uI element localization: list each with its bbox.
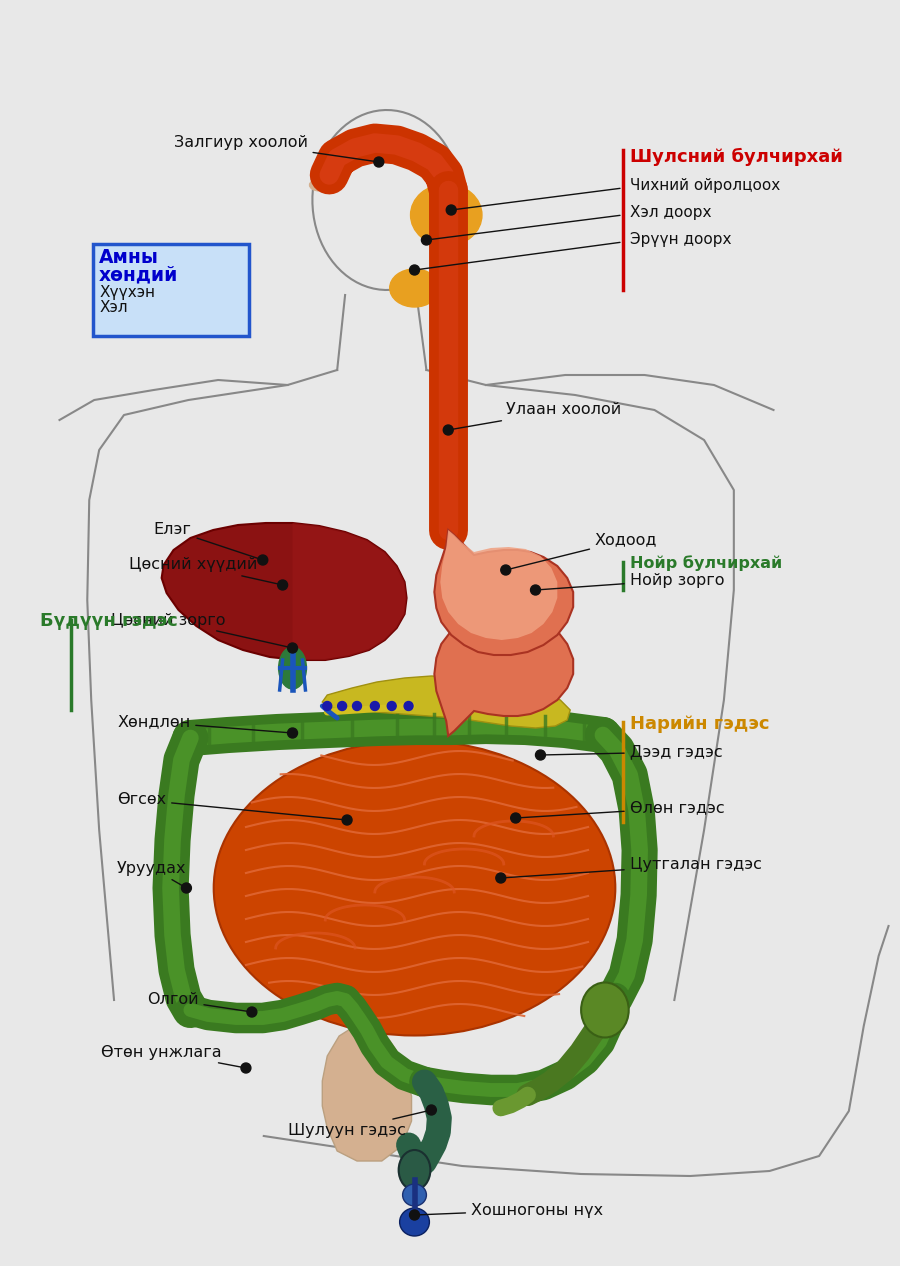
- Circle shape: [536, 749, 545, 760]
- Text: хөндий: хөндий: [99, 265, 178, 284]
- Text: Хошногоны нүх: Хошногоны нүх: [418, 1203, 603, 1218]
- Circle shape: [278, 580, 288, 590]
- Ellipse shape: [213, 741, 616, 1036]
- Text: Хүүхэн: Хүүхэн: [99, 285, 155, 300]
- Text: Өгсөх: Өгсөх: [117, 793, 345, 819]
- Ellipse shape: [581, 982, 629, 1038]
- Text: Хэл доорх: Хэл доорх: [630, 205, 711, 220]
- FancyBboxPatch shape: [94, 244, 249, 335]
- Text: Елэг: Елэг: [154, 523, 260, 560]
- Text: Өтөн унжлага: Өтөн унжлага: [101, 1044, 243, 1067]
- Circle shape: [257, 555, 268, 565]
- Circle shape: [342, 815, 352, 825]
- Circle shape: [323, 701, 332, 710]
- Circle shape: [421, 235, 431, 246]
- Circle shape: [427, 1105, 436, 1115]
- Circle shape: [410, 1210, 419, 1220]
- Text: Хөндлөн: Хөндлөн: [117, 714, 290, 733]
- Ellipse shape: [400, 1208, 429, 1236]
- Text: Уруудах: Уруудах: [117, 861, 186, 886]
- Text: Нойр булчирхай: Нойр булчирхай: [630, 555, 782, 571]
- Polygon shape: [322, 1025, 411, 1161]
- Text: Эрүүн доорх: Эрүүн доорх: [630, 232, 731, 247]
- Ellipse shape: [390, 268, 439, 306]
- Polygon shape: [322, 676, 571, 728]
- Circle shape: [288, 643, 298, 653]
- Polygon shape: [435, 611, 573, 736]
- Ellipse shape: [410, 184, 482, 246]
- Polygon shape: [292, 523, 407, 660]
- Circle shape: [288, 728, 298, 738]
- Text: Олгой: Олгой: [147, 993, 249, 1012]
- Circle shape: [374, 157, 383, 167]
- Circle shape: [496, 874, 506, 882]
- Circle shape: [446, 205, 456, 215]
- Text: Ходоод: Ходоод: [508, 533, 658, 570]
- Ellipse shape: [399, 1150, 430, 1190]
- Polygon shape: [435, 530, 573, 655]
- Ellipse shape: [310, 179, 329, 191]
- Polygon shape: [392, 874, 418, 956]
- Text: Нойр зорго: Нойр зорго: [538, 572, 724, 590]
- Text: Дээд гэдэс: Дээд гэдэс: [544, 744, 723, 760]
- Text: Чихний ойролцоох: Чихний ойролцоох: [630, 179, 780, 192]
- Circle shape: [371, 701, 379, 710]
- Text: Амны: Амны: [99, 248, 159, 267]
- Circle shape: [510, 813, 520, 823]
- Ellipse shape: [402, 1184, 427, 1206]
- Text: Нарийн гэдэс: Нарийн гэдэс: [630, 715, 770, 733]
- Text: Цөсний хүүдий: Цөсний хүүдий: [129, 557, 280, 585]
- Circle shape: [500, 565, 510, 575]
- Polygon shape: [440, 530, 557, 641]
- Circle shape: [444, 425, 454, 436]
- Circle shape: [338, 701, 346, 710]
- Text: Өлөн гэдэс: Өлөн гэдэс: [518, 800, 724, 818]
- Text: Хэл: Хэл: [99, 300, 128, 315]
- Text: Шулсний булчирхай: Шулсний булчирхай: [630, 148, 842, 166]
- Text: Шулуун гэдэс: Шулуун гэдэс: [288, 1110, 428, 1137]
- Text: Залгиур хоолой: Залгиур хоолой: [174, 134, 376, 162]
- Circle shape: [247, 1006, 256, 1017]
- Circle shape: [353, 701, 362, 710]
- Circle shape: [530, 585, 541, 595]
- Circle shape: [241, 1063, 251, 1074]
- Polygon shape: [162, 523, 407, 660]
- Ellipse shape: [279, 647, 306, 689]
- Circle shape: [410, 265, 419, 275]
- Text: Цутгалан гэдэс: Цутгалан гэдэс: [504, 857, 761, 877]
- Text: Цөсний зорго: Цөсний зорго: [111, 613, 290, 647]
- Circle shape: [182, 882, 192, 893]
- Text: Улаан хоолой: Улаан хоолой: [451, 403, 621, 429]
- Text: Бүдүүн гэдэс: Бүдүүн гэдэс: [40, 611, 177, 630]
- Circle shape: [404, 701, 413, 710]
- Circle shape: [387, 701, 396, 710]
